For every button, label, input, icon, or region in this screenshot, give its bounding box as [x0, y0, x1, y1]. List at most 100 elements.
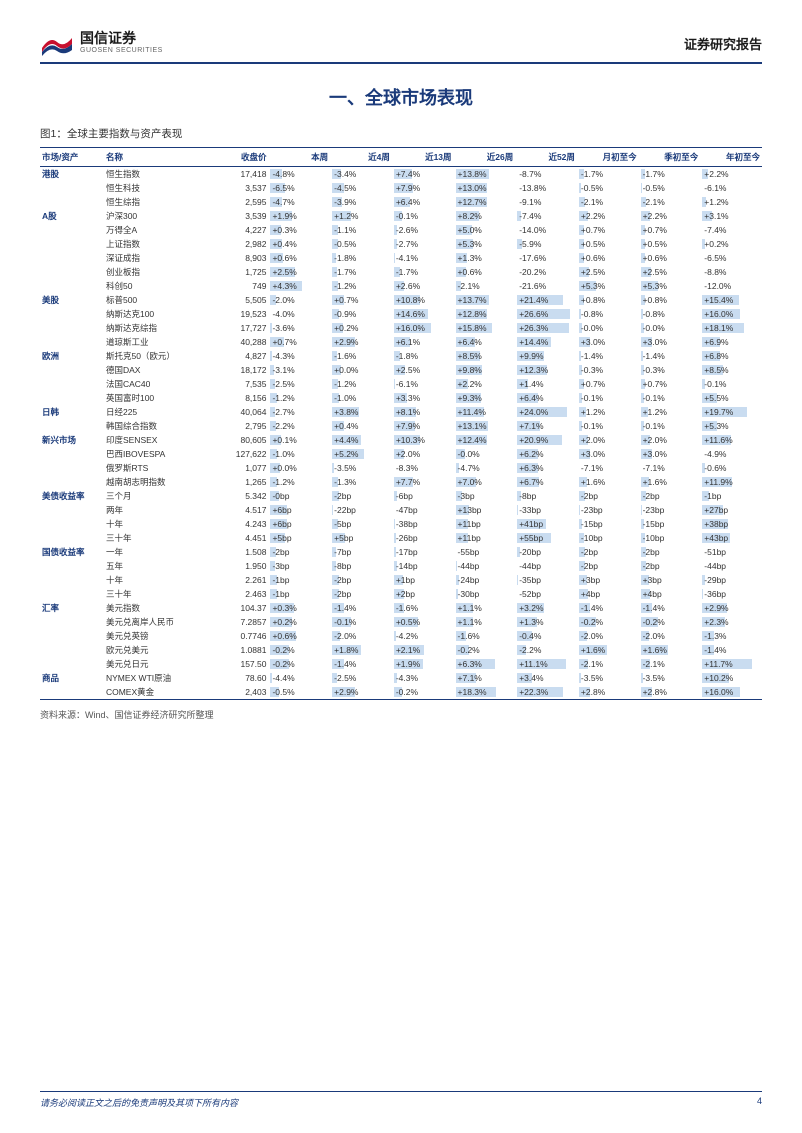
value-cell: +0.5%	[639, 237, 701, 251]
value-cell: -0.2%	[268, 643, 330, 657]
value-cell: +12.7%	[454, 195, 516, 209]
value-cell: -1.0%	[330, 391, 392, 405]
value-cell: +13.7%	[454, 293, 516, 307]
value-cell: +1.2%	[639, 405, 701, 419]
value-cell: +2.1%	[392, 643, 454, 657]
value-cell: -0.4%	[515, 629, 577, 643]
value-cell: +5.5%	[700, 391, 762, 405]
table-row: 恒生科技3,537-6.5%-4.5%+7.9%+13.0%-13.8%-0.5…	[40, 181, 762, 195]
value-cell: +14.6%	[392, 307, 454, 321]
table-row: 三十年2.463-1bp-2bp+2bp-30bp-52bp+4bp+4bp-3…	[40, 587, 762, 601]
value-cell: -0.1%	[330, 615, 392, 629]
value-cell: -5.9%	[515, 237, 577, 251]
value-cell: +2.5%	[392, 363, 454, 377]
value-cell: -4.2%	[392, 629, 454, 643]
value-cell: -2bp	[268, 545, 330, 559]
price-cell: 5,505	[207, 293, 269, 307]
value-cell: +16.0%	[700, 307, 762, 321]
group-label: 新兴市场	[40, 433, 104, 447]
group-label	[40, 195, 104, 209]
table-row: 日韩日经22540,064-2.7%+3.8%+8.1%+11.4%+24.0%…	[40, 405, 762, 419]
asset-name: 道琼斯工业	[104, 335, 207, 349]
value-cell: +21.4%	[515, 293, 577, 307]
value-cell: +1.6%	[639, 475, 701, 489]
value-cell: -9.1%	[515, 195, 577, 209]
value-cell: -2bp	[577, 489, 639, 503]
table-row: 道琼斯工业40,288+0.7%+2.9%+6.1%+6.4%+14.4%+3.…	[40, 335, 762, 349]
table-row: 两年4.517+6bp-22bp-47bp+13bp-33bp-23bp-23b…	[40, 503, 762, 517]
value-cell: +2.2%	[577, 209, 639, 223]
value-cell: +3.8%	[330, 405, 392, 419]
value-cell: +5.3%	[577, 279, 639, 293]
value-cell: -44bp	[515, 559, 577, 573]
value-cell: +2.9%	[330, 335, 392, 349]
table-row: 欧洲斯托克50（欧元）4,827-4.3%-1.6%-1.8%+8.5%+9.9…	[40, 349, 762, 363]
value-cell: +0.1%	[268, 433, 330, 447]
value-cell: -1.4%	[330, 657, 392, 671]
value-cell: +3.4%	[515, 671, 577, 685]
table-row: 恒生综指2,595-4.7%-3.9%+6.4%+12.7%-9.1%-2.1%…	[40, 195, 762, 209]
asset-name: 恒生综指	[104, 195, 207, 209]
table-row: 美债收益率三个月5.342-0bp-2bp-6bp-3bp-8bp-2bp-2b…	[40, 489, 762, 503]
group-label	[40, 363, 104, 377]
value-cell: -0.2%	[639, 615, 701, 629]
report-type: 证券研究报告	[684, 34, 762, 53]
table-row: 纳斯达克10019,523-4.0%-0.9%+14.6%+12.8%+26.6…	[40, 307, 762, 321]
value-cell: -2bp	[639, 489, 701, 503]
value-cell: -0.0%	[639, 321, 701, 335]
value-cell: -6.5%	[268, 181, 330, 195]
table-row: 港股恒生指数17,418-4.8%-3.4%+7.4%+13.8%-8.7%-1…	[40, 167, 762, 182]
value-cell: -0bp	[268, 489, 330, 503]
value-cell: -1.4%	[639, 601, 701, 615]
value-cell: +0.4%	[268, 237, 330, 251]
price-cell: 3,539	[207, 209, 269, 223]
value-cell: +11.4%	[454, 405, 516, 419]
col-header: 近26周	[454, 148, 516, 167]
value-cell: -2.1%	[577, 657, 639, 671]
value-cell: +2.0%	[392, 447, 454, 461]
price-cell: 40,064	[207, 405, 269, 419]
value-cell: +2.0%	[639, 433, 701, 447]
value-cell: +5bp	[268, 531, 330, 545]
group-label	[40, 307, 104, 321]
table-row: 韩国综合指数2,795-2.2%+0.4%+7.9%+13.1%+7.1%-0.…	[40, 419, 762, 433]
price-cell: 18,172	[207, 363, 269, 377]
value-cell: -7bp	[330, 545, 392, 559]
asset-name: 上证指数	[104, 237, 207, 251]
price-cell: 2,795	[207, 419, 269, 433]
asset-name: 韩国综合指数	[104, 419, 207, 433]
group-label	[40, 181, 104, 195]
value-cell: -1.7%	[639, 167, 701, 182]
table-row: 美元兑日元157.50-0.2%-1.4%+1.9%+6.3%+11.1%-2.…	[40, 657, 762, 671]
value-cell: +6.3%	[454, 657, 516, 671]
value-cell: +0.0%	[268, 461, 330, 475]
value-cell: -23bp	[577, 503, 639, 517]
value-cell: +22.3%	[515, 685, 577, 700]
value-cell: +6.4%	[392, 195, 454, 209]
value-cell: -47bp	[392, 503, 454, 517]
group-label	[40, 685, 104, 700]
price-cell: 127,622	[207, 447, 269, 461]
price-cell: 8,156	[207, 391, 269, 405]
table-row: 巴西IBOVESPA127,622-1.0%+5.2%+2.0%-0.0%+6.…	[40, 447, 762, 461]
price-cell: 2,403	[207, 685, 269, 700]
value-cell: -15bp	[577, 517, 639, 531]
col-header: 收盘价	[207, 148, 269, 167]
value-cell: -4.8%	[268, 167, 330, 182]
price-cell: 7,535	[207, 377, 269, 391]
asset-name: 英国富时100	[104, 391, 207, 405]
col-header: 年初至今	[700, 148, 762, 167]
value-cell: +4.4%	[330, 433, 392, 447]
value-cell: -2bp	[330, 573, 392, 587]
price-cell: 17,727	[207, 321, 269, 335]
page-header: 国信证券 GUOSEN SECURITIES 证券研究报告	[40, 30, 762, 64]
value-cell: -4.3%	[268, 349, 330, 363]
value-cell: +1.4%	[515, 377, 577, 391]
value-cell: -8.7%	[515, 167, 577, 182]
group-label: A股	[40, 209, 104, 223]
value-cell: +12.8%	[454, 307, 516, 321]
value-cell: +10.3%	[392, 433, 454, 447]
value-cell: -7.1%	[639, 461, 701, 475]
value-cell: -20bp	[515, 545, 577, 559]
value-cell: -14.0%	[515, 223, 577, 237]
